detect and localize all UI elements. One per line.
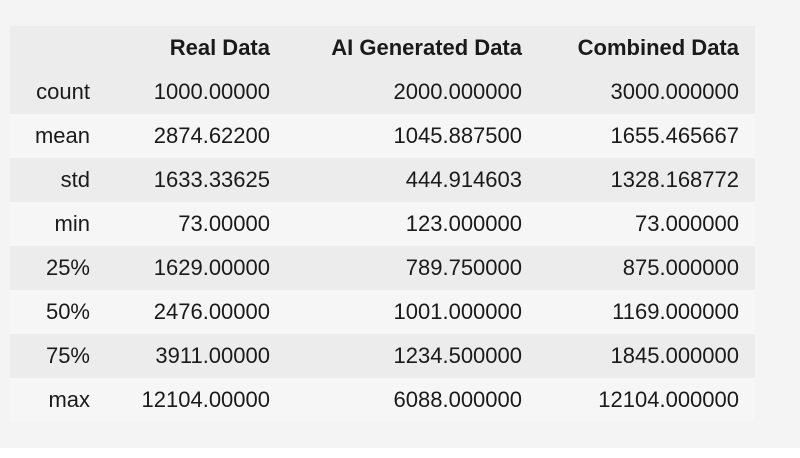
table-cell: 1633.33625 xyxy=(106,158,286,202)
row-label: count xyxy=(10,70,106,114)
table-cell: 1629.00000 xyxy=(106,246,286,290)
table-cell: 2476.00000 xyxy=(106,290,286,334)
table-cell: 875.000000 xyxy=(538,246,755,290)
column-header-real-data: Real Data xyxy=(106,26,286,70)
column-header-combined-data: Combined Data xyxy=(538,26,755,70)
table-body: count 1000.00000 2000.000000 3000.000000… xyxy=(10,70,755,422)
table-row: count 1000.00000 2000.000000 3000.000000 xyxy=(10,70,755,114)
table-cell: 1169.000000 xyxy=(538,290,755,334)
row-label: mean xyxy=(10,114,106,158)
row-label: min xyxy=(10,202,106,246)
table-cell: 1001.000000 xyxy=(286,290,538,334)
table-cell: 1045.887500 xyxy=(286,114,538,158)
table-cell: 73.00000 xyxy=(106,202,286,246)
table-row: mean 2874.62200 1045.887500 1655.465667 xyxy=(10,114,755,158)
table-cell: 789.750000 xyxy=(286,246,538,290)
column-header-ai-generated-data: AI Generated Data xyxy=(286,26,538,70)
table-header: Real Data AI Generated Data Combined Dat… xyxy=(10,26,755,70)
dataframe-describe-table: Real Data AI Generated Data Combined Dat… xyxy=(10,26,755,422)
table-cell: 2874.62200 xyxy=(106,114,286,158)
table-cell: 12104.00000 xyxy=(106,378,286,422)
row-label: 25% xyxy=(10,246,106,290)
table-cell: 123.000000 xyxy=(286,202,538,246)
row-label: 75% xyxy=(10,334,106,378)
header-row: Real Data AI Generated Data Combined Dat… xyxy=(10,26,755,70)
table-cell: 12104.000000 xyxy=(538,378,755,422)
table-cell: 73.000000 xyxy=(538,202,755,246)
table-cell: 1000.00000 xyxy=(106,70,286,114)
table-row: 25% 1629.00000 789.750000 875.000000 xyxy=(10,246,755,290)
notebook-output-area: Real Data AI Generated Data Combined Dat… xyxy=(0,0,800,448)
table-row: min 73.00000 123.000000 73.000000 xyxy=(10,202,755,246)
row-label: max xyxy=(10,378,106,422)
row-label: 50% xyxy=(10,290,106,334)
table-row: std 1633.33625 444.914603 1328.168772 xyxy=(10,158,755,202)
table-cell: 3000.000000 xyxy=(538,70,755,114)
table-row: 75% 3911.00000 1234.500000 1845.000000 xyxy=(10,334,755,378)
table-cell: 444.914603 xyxy=(286,158,538,202)
table-row: 50% 2476.00000 1001.000000 1169.000000 xyxy=(10,290,755,334)
row-label: std xyxy=(10,158,106,202)
table-row: max 12104.00000 6088.000000 12104.000000 xyxy=(10,378,755,422)
table-cell: 1655.465667 xyxy=(538,114,755,158)
table-cell: 2000.000000 xyxy=(286,70,538,114)
table-cell: 6088.000000 xyxy=(286,378,538,422)
table-cell: 1845.000000 xyxy=(538,334,755,378)
table-cell: 1328.168772 xyxy=(538,158,755,202)
table-cell: 1234.500000 xyxy=(286,334,538,378)
index-header xyxy=(10,26,106,70)
table-cell: 3911.00000 xyxy=(106,334,286,378)
